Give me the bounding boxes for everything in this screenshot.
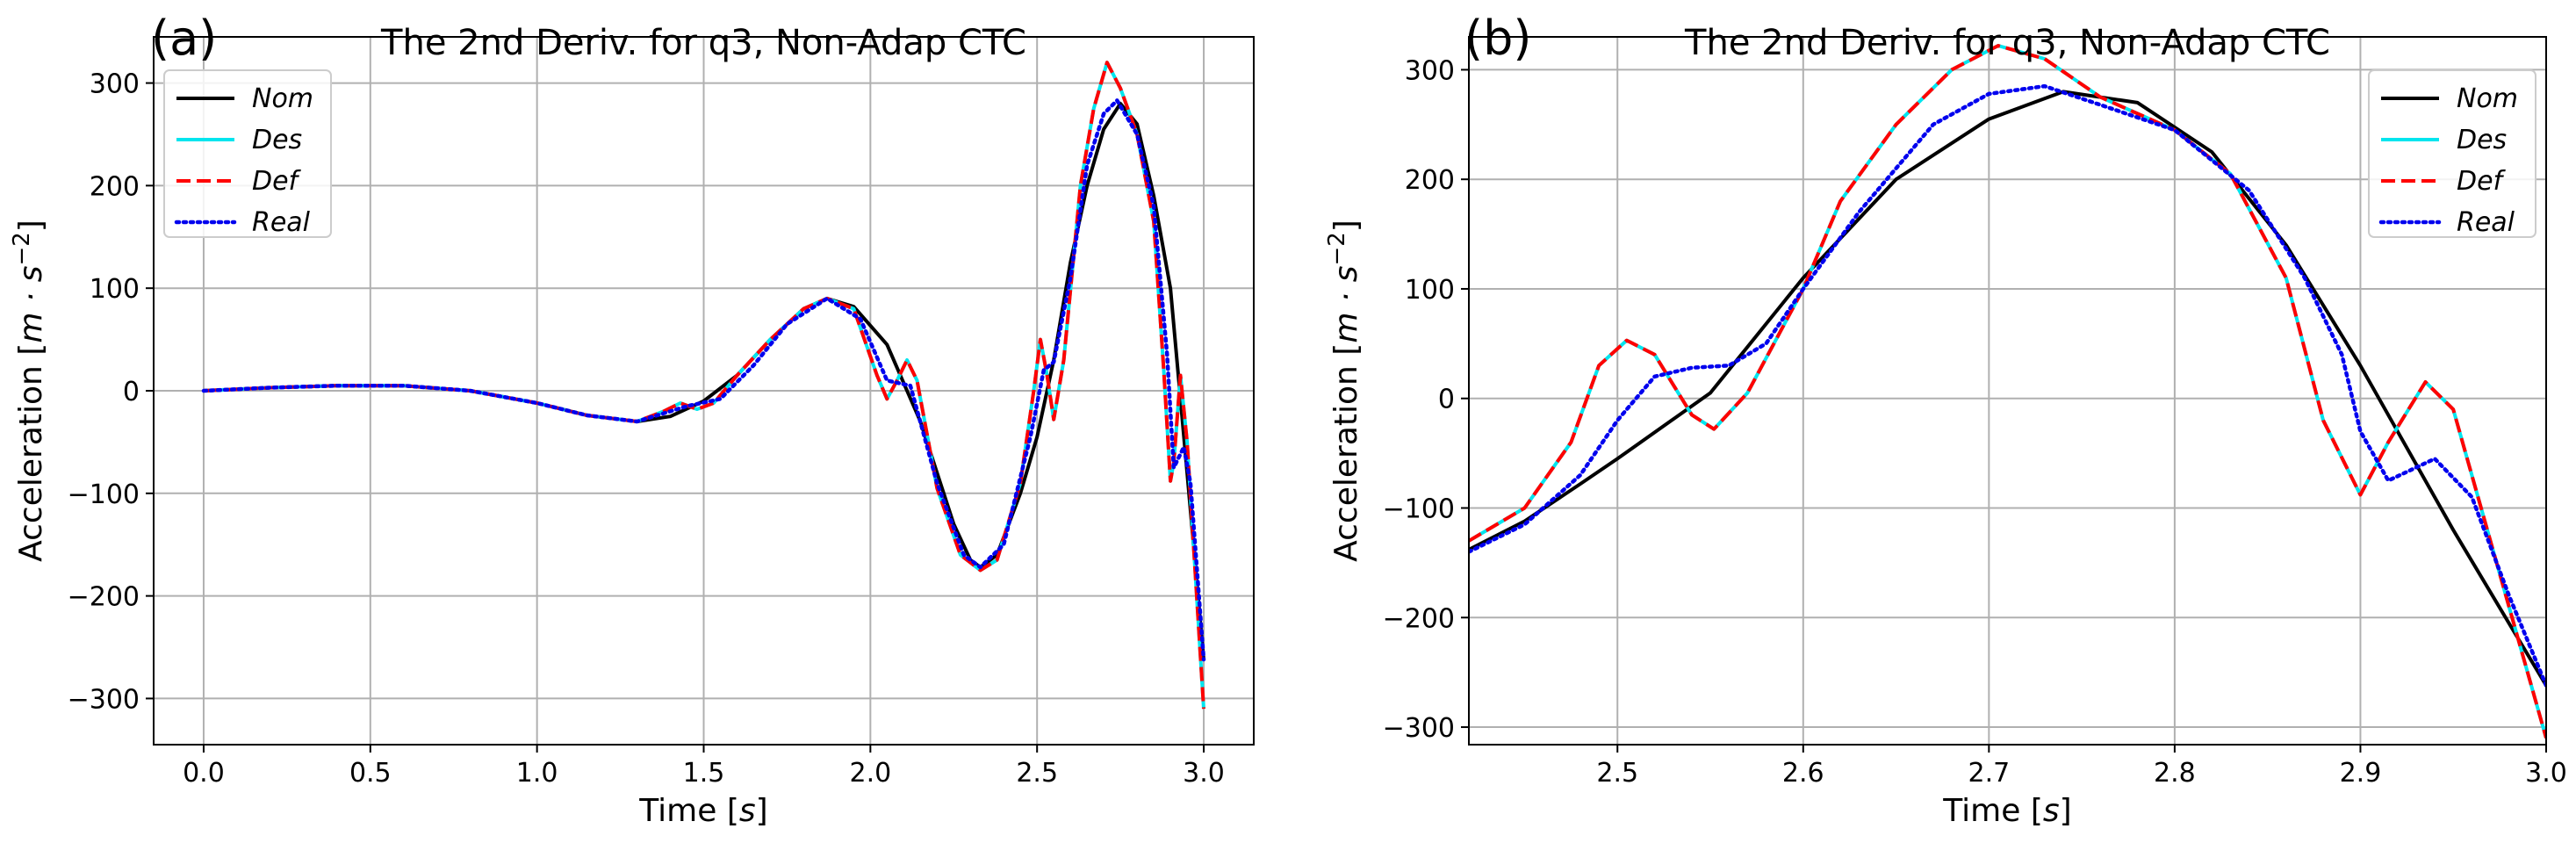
x-axis-label: Time [s] xyxy=(1942,793,2071,829)
legend-label-nom: Nom xyxy=(2457,83,2518,114)
legend-label-real: Real xyxy=(252,207,311,238)
series-line-real xyxy=(1469,83,2546,688)
y-tick-label: 100 xyxy=(1405,275,1455,306)
x-tick-label: 1.5 xyxy=(683,758,725,789)
y-tick-label: 0 xyxy=(1438,385,1455,415)
panel-label: (a) xyxy=(151,11,217,66)
series-group xyxy=(201,61,1206,710)
legend-label-nom: Nom xyxy=(252,83,313,114)
y-tick-label: −100 xyxy=(68,479,140,510)
y-tick-label: −200 xyxy=(1383,603,1455,634)
x-tick-label: 0.5 xyxy=(349,758,392,789)
y-tick-label: 100 xyxy=(90,274,140,305)
series-line-def xyxy=(1469,44,2546,739)
series-group xyxy=(1469,44,2546,739)
x-tick-label: 0.0 xyxy=(183,758,225,789)
legend-box xyxy=(2368,69,2536,238)
chart-title: The 2nd Deriv. for q3, Non-Adap CTC xyxy=(380,23,1026,63)
chart-title: The 2nd Deriv. for q3, Non-Adap CTC xyxy=(1684,23,2330,63)
x-tick-label: 2.5 xyxy=(1016,758,1058,789)
legend-label-real: Real xyxy=(2457,207,2515,238)
y-tick-label: 200 xyxy=(90,171,140,202)
x-axis-label-unit: s xyxy=(739,793,756,829)
x-axis-label-unit: s xyxy=(2043,793,2060,829)
x-tick-label: 2.0 xyxy=(849,758,891,789)
x-axis-label-suffix: ] xyxy=(2060,793,2072,829)
y-tick-label: 300 xyxy=(1405,55,1455,86)
legend: Nom Des Def Real xyxy=(163,69,332,238)
y-tick-label: −300 xyxy=(1383,713,1455,744)
series-line-real xyxy=(201,98,1206,662)
y-tick-label: −100 xyxy=(1383,494,1455,525)
y-tick-label: 200 xyxy=(1405,165,1455,196)
y-axis-label-suffix: ] xyxy=(1328,220,1364,232)
x-tick-label: 2.7 xyxy=(1968,758,2010,789)
x-axis-label-suffix: ] xyxy=(756,793,768,829)
y-tick-label: −300 xyxy=(68,684,140,715)
y-axis-label-unit: m · s xyxy=(13,266,49,343)
x-tick-label: 2.8 xyxy=(2154,758,2196,789)
x-tick-label: 1.0 xyxy=(516,758,558,789)
x-axis-label-prefix: Time [ xyxy=(1942,793,2043,829)
x-axis-label-prefix: Time [ xyxy=(638,793,739,829)
x-tick-label: 2.9 xyxy=(2340,758,2382,789)
y-axis-label: Acceleration [m · s−2] xyxy=(9,220,49,562)
y-tick-label: 300 xyxy=(90,69,140,100)
y-axis-label-sup: −2 xyxy=(1324,232,1350,265)
x-axis-label: Time [s] xyxy=(638,793,767,829)
chart-panel-a: 0.0 0.5 1.0 1.5 2.0 2.5 3.0 −300 −200 −100 0 100 200… xyxy=(9,11,1255,829)
y-axis-label-prefix: Acceleration [ xyxy=(13,343,49,562)
series-line-nom xyxy=(1469,90,2546,687)
y-axis-label-sup: −2 xyxy=(9,232,35,265)
axes-frame xyxy=(1468,36,2547,746)
y-tick-label: 0 xyxy=(123,377,140,407)
legend-label-des: Des xyxy=(252,125,302,155)
x-tick-label: 2.6 xyxy=(1782,758,1824,789)
legend-box xyxy=(163,69,332,238)
chart-panel-b: 2.5 2.6 2.7 2.8 2.9 3.0 −300 −200 −100 0 100 200 300… xyxy=(1324,11,2567,829)
y-axis-label-prefix: Acceleration [ xyxy=(1328,343,1364,562)
legend: Nom Des Def Real xyxy=(2368,69,2536,238)
y-axis-label-suffix: ] xyxy=(13,220,49,232)
x-tick-label: 2.5 xyxy=(1596,758,1638,789)
x-tick-label: 3.0 xyxy=(2525,758,2567,789)
grid xyxy=(154,37,1254,745)
y-axis-label: Acceleration [m · s−2] xyxy=(1324,220,1364,562)
panel-label: (b) xyxy=(1464,11,1531,66)
y-axis-label-unit: m · s xyxy=(1328,266,1364,343)
legend-label-def: Def xyxy=(252,166,302,197)
legend-label-def: Def xyxy=(2457,166,2507,197)
legend-label-des: Des xyxy=(2457,125,2507,155)
y-tick-label: −200 xyxy=(68,582,140,613)
x-tick-label: 3.0 xyxy=(1183,758,1225,789)
